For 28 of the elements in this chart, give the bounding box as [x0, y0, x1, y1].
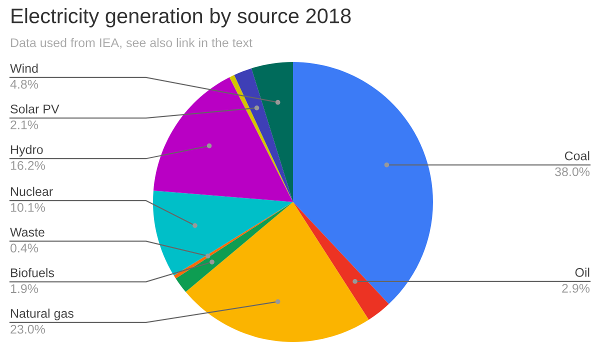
- chart-subtitle: Data used from IEA, see also link in the text: [11, 38, 252, 49]
- pie-slice: [251, 62, 293, 202]
- slice-label: Waste: [10, 228, 44, 237]
- slice-label: Natural gas: [11, 308, 74, 320]
- slice-label: Solar PV: [10, 104, 60, 114]
- slice-label: Wind: [10, 64, 38, 73]
- data-label: 2.1%: [10, 120, 38, 130]
- data-label: 0.4%: [10, 244, 38, 252]
- data-label: 23.0%: [10, 324, 45, 334]
- data-label: 4.8%: [10, 80, 38, 89]
- data-label: 10.1%: [10, 203, 45, 212]
- pie-slice: [174, 202, 293, 278]
- chart-title: Electricity generation by source 2018: [12, 8, 351, 28]
- data-label: 16.2%: [10, 161, 45, 170]
- slice-label: Coal: [564, 151, 590, 160]
- data-label: 2.9%: [562, 284, 590, 293]
- pie-slice: [186, 202, 369, 342]
- data-label: 1.9%: [10, 284, 38, 294]
- pie-slice: [293, 62, 433, 304]
- data-label: 38.0%: [555, 167, 590, 176]
- slice-label: Biofuels: [11, 268, 54, 278]
- pie-slice: [153, 190, 293, 276]
- slice-label: Hydro: [11, 144, 43, 157]
- slice-label: Nuclear: [11, 186, 53, 196]
- slice-label: Oil: [575, 268, 590, 277]
- pie-slice: [153, 77, 293, 202]
- pie-slice: [176, 202, 293, 292]
- pie-slice: [293, 202, 389, 320]
